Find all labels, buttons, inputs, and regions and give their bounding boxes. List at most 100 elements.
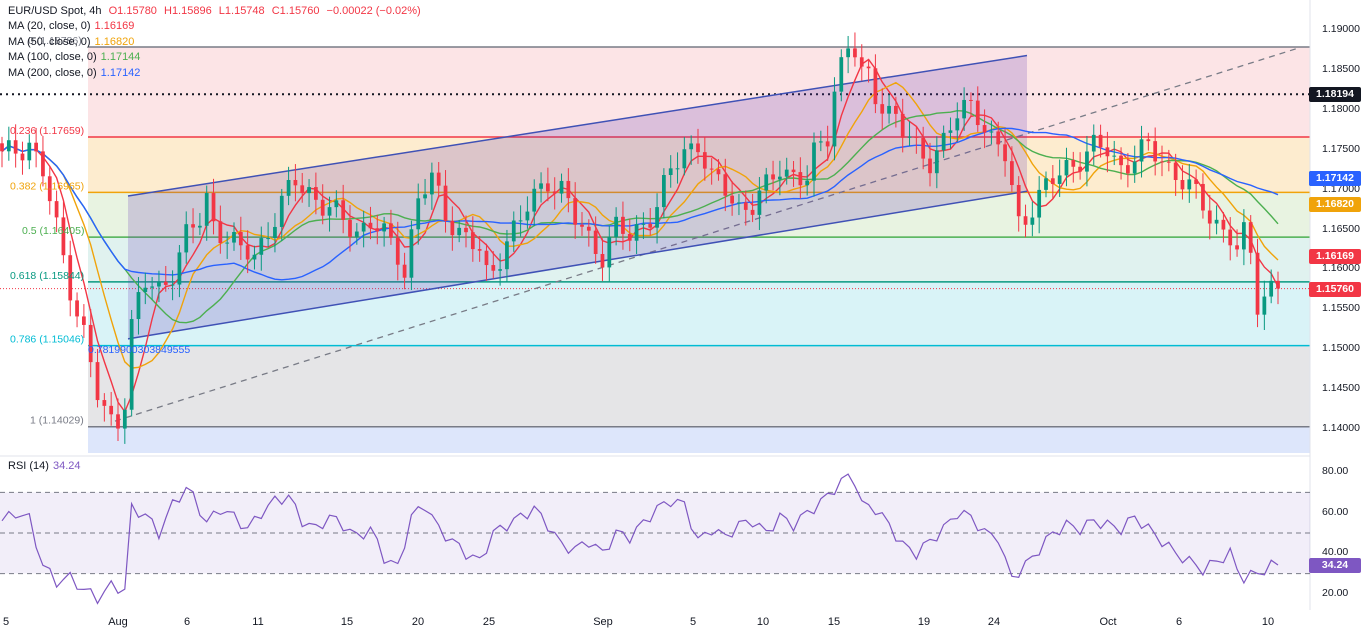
candle-body [812,142,816,181]
candle-body [546,183,550,192]
candle-body [95,362,100,401]
price-badge: 1.17142 [1309,171,1361,187]
candle-body [1166,161,1171,163]
fib-label: 0.382 (1.16965) [10,180,84,192]
ohlc-open: O1.15780 [108,5,157,17]
candle-body [641,223,646,225]
candle-body [1023,216,1028,225]
candle-body [839,57,844,92]
candle-body [279,195,284,227]
candle-body [975,100,980,126]
candle-body [177,252,182,285]
ma-line [1,127,1279,281]
price-badge: 1.18194 [1309,87,1361,103]
ma50-value: 1.16820 [94,35,135,48]
candle-body [150,286,154,288]
fib-label: 1 (1.14029) [30,415,84,427]
candle-body [634,224,639,241]
candle-body [225,242,230,244]
candle-body [723,174,728,196]
candle-body [484,250,489,266]
candle-body [593,230,598,255]
price-badge: 1.15760 [1309,281,1361,297]
candle-body [170,284,175,286]
candle-body [750,209,755,215]
fib-zone [88,345,1310,427]
candle-body [832,91,837,147]
candle-body [1050,178,1055,184]
fib-label: 0.5 (1.16405) [22,225,84,237]
candle-body [300,185,305,194]
candle-body [259,238,264,255]
candle-body [1153,141,1158,162]
time-tick-label: 19 [917,616,931,628]
candle-body [764,174,769,191]
fib-label: 0.236 (1.17659) [10,125,84,137]
candle-body [655,207,659,228]
candle-body [518,220,523,222]
candle-body [1112,155,1117,157]
candle-body [430,172,434,195]
candle-body [470,232,475,250]
candle-body [928,158,932,174]
candle-body [696,143,700,153]
candle-body [116,414,120,429]
candle-body [1255,252,1260,315]
candle-body [109,405,114,415]
indicator-ma200[interactable]: MA (200, close, 0) 1.17142 [8,66,421,81]
indicator-ma50[interactable]: MA (50, close, 0) 1.16820 [8,35,421,50]
candle-body [1180,179,1185,190]
candle-body [825,141,830,147]
candle-body [689,143,694,150]
candle-body [921,137,926,159]
rsi-tick-label: 80.00 [1322,465,1349,478]
candle-body [559,180,564,194]
channel-lower-line [127,190,1028,340]
candle-body [900,113,905,138]
candle-body [293,180,298,186]
candle-body [566,180,571,199]
candle-body [887,105,891,114]
fib-labels: 0.236 (1.17659) 0.382 (1.16965) 0.5 (1.164… [10,35,190,427]
candle-body [1010,161,1014,186]
indicator-ma100[interactable]: MA (100, close, 0) 1.17144 [8,50,421,65]
candle-body [1119,155,1123,166]
fib-ratio-label: 0.7819900303849555 [88,344,190,356]
fib-zone [88,426,1310,453]
candle-body [982,125,987,133]
time-tick-label: 10 [756,616,770,628]
candle-body [1235,245,1239,250]
candle-body [1207,210,1212,224]
candle-body [580,224,584,227]
candle-body [955,118,960,131]
rsi-panel [0,473,1310,605]
price-tick-label: 1.14500 [1322,382,1360,395]
candle-body [82,316,86,325]
candle-body [818,141,823,143]
price-tick-label: 1.15000 [1322,342,1360,355]
time-tick-label: 5 [689,616,697,628]
candle-body [853,48,857,58]
candle-body [737,202,741,204]
time-tick-label: 24 [987,616,1001,628]
candle-body [511,220,516,242]
candle-body [662,175,666,208]
candle-body [273,226,277,239]
candle-body [505,241,509,270]
candle-body [1098,134,1103,148]
candle-body [525,211,530,221]
candle-body [586,226,591,231]
candle-body [41,151,45,177]
indicator-ma20[interactable]: MA (20, close, 0) 1.16169 [8,19,421,34]
time-tick-label: Oct [1099,616,1117,628]
candle-body [784,169,789,177]
candle-body [307,187,311,194]
price-tick-label: 1.17500 [1322,142,1360,155]
candle-body [941,132,946,151]
candle-body [989,131,994,133]
ma20-value: 1.16169 [94,20,135,33]
price-tick-label: 1.16500 [1322,222,1360,235]
candle-body [996,131,1001,145]
candle-body [34,142,38,152]
rsi-legend[interactable]: RSI (14) 34.24 [8,460,81,472]
